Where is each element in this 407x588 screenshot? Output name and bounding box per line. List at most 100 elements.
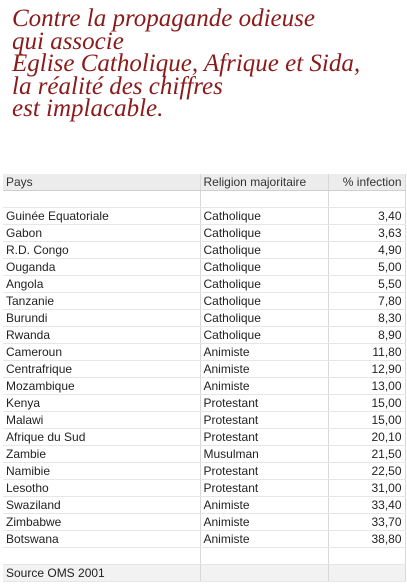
religion-cell: Catholique bbox=[200, 309, 329, 327]
table-row: Zimbabwe Animiste 33,70 bbox=[3, 513, 406, 531]
religion-cell: Musulman bbox=[200, 445, 329, 463]
column-header-infection: % infection bbox=[328, 174, 406, 191]
country-cell: Swaziland bbox=[3, 496, 201, 514]
religion-cell: Animiste bbox=[200, 377, 329, 395]
religion-cell: Catholique bbox=[200, 241, 329, 259]
empty-cell bbox=[328, 547, 406, 565]
religion-cell: Protestant bbox=[200, 394, 329, 412]
religion-cell: Protestant bbox=[200, 428, 329, 446]
empty-cell bbox=[200, 190, 329, 208]
country-cell: Namibie bbox=[3, 462, 201, 480]
table-row: R.D. Congo Catholique 4,90 bbox=[3, 241, 406, 259]
country-cell: Zambie bbox=[3, 445, 201, 463]
infection-rate-cell: 5,50 bbox=[328, 275, 406, 293]
table-row: Mozambique Animiste 13,00 bbox=[3, 377, 406, 395]
country-cell: Afrique du Sud bbox=[3, 428, 201, 446]
empty-cell bbox=[328, 190, 406, 208]
religion-cell: Catholique bbox=[200, 224, 329, 242]
country-cell: Angola bbox=[3, 275, 201, 293]
infection-rate-cell: 33,70 bbox=[328, 513, 406, 531]
table-row: Botswana Animiste 38,80 bbox=[3, 530, 406, 548]
religion-cell: Animiste bbox=[200, 360, 329, 378]
country-cell: Malawi bbox=[3, 411, 201, 429]
country-cell: R.D. Congo bbox=[3, 241, 201, 259]
table-row: Tanzanie Catholique 7,80 bbox=[3, 292, 406, 310]
column-header-religion: Religion majoritaire bbox=[200, 174, 329, 191]
column-header-pays: Pays bbox=[3, 174, 201, 191]
empty-cell bbox=[200, 564, 329, 582]
country-cell: Ouganda bbox=[3, 258, 201, 276]
headline-line: est implacable. bbox=[12, 95, 164, 122]
country-cell: Guinée Equatoriale bbox=[3, 207, 201, 225]
country-cell: Tanzanie bbox=[3, 292, 201, 310]
table-row: Gabon Catholique 3,63 bbox=[3, 224, 406, 242]
empty-cell bbox=[328, 564, 406, 582]
infection-rate-cell: 15,00 bbox=[328, 394, 406, 412]
headline-line: Contre la propagande odieuse bbox=[12, 5, 315, 32]
empty-cell bbox=[3, 547, 201, 565]
infection-rate-cell: 11,80 bbox=[328, 343, 406, 361]
infection-rate-cell: 8,30 bbox=[328, 309, 406, 327]
headline-line: Eglise Catholique, Afrique et Sida, bbox=[12, 50, 361, 77]
table-row: Guinée Equatoriale Catholique 3,40 bbox=[3, 207, 406, 225]
infection-rate-cell: 22,50 bbox=[328, 462, 406, 480]
infection-table: Pays Religion majoritaire % infection Gu… bbox=[3, 174, 406, 582]
religion-cell: Catholique bbox=[200, 207, 329, 225]
religion-cell: Catholique bbox=[200, 326, 329, 344]
infection-rate-cell: 3,63 bbox=[328, 224, 406, 242]
table-row: Angola Catholique 5,50 bbox=[3, 275, 406, 293]
empty-cell bbox=[200, 547, 329, 565]
table-row: Swaziland Animiste 33,40 bbox=[3, 496, 406, 514]
source-row: Source OMS 2001 bbox=[3, 564, 406, 582]
country-cell: Mozambique bbox=[3, 377, 201, 395]
empty-row bbox=[3, 547, 406, 565]
infection-rate-cell: 33,40 bbox=[328, 496, 406, 514]
table-row: Ouganda Catholique 5,00 bbox=[3, 258, 406, 276]
infection-rate-cell: 38,80 bbox=[328, 530, 406, 548]
infection-rate-cell: 4,90 bbox=[328, 241, 406, 259]
religion-cell: Animiste bbox=[200, 513, 329, 531]
infection-rate-cell: 15,00 bbox=[328, 411, 406, 429]
religion-cell: Catholique bbox=[200, 258, 329, 276]
religion-cell: Protestant bbox=[200, 411, 329, 429]
religion-cell: Protestant bbox=[200, 462, 329, 480]
country-cell: Zimbabwe bbox=[3, 513, 201, 531]
country-cell: Centrafrique bbox=[3, 360, 201, 378]
infection-rate-cell: 31,00 bbox=[328, 479, 406, 497]
table-row: Rwanda Catholique 8,90 bbox=[3, 326, 406, 344]
headline-line: qui associe bbox=[12, 27, 124, 55]
table-row: Cameroun Animiste 11,80 bbox=[3, 343, 406, 361]
table-header-row: Pays Religion majoritaire % infection bbox=[3, 174, 406, 191]
religion-cell: Catholique bbox=[200, 292, 329, 310]
table-body: Guinée Equatoriale Catholique 3,40 Gabon Cat… bbox=[3, 190, 406, 548]
empty-cell bbox=[3, 190, 201, 208]
country-cell: Rwanda bbox=[3, 326, 201, 344]
infection-rate-cell: 3,40 bbox=[328, 207, 406, 225]
table-row: Zambie Musulman 21,50 bbox=[3, 445, 406, 463]
country-cell: Gabon bbox=[3, 224, 201, 242]
religion-cell: Animiste bbox=[200, 343, 329, 361]
headline: Contre la propagande odieuse qui associe… bbox=[12, 5, 404, 122]
country-cell: Kenya bbox=[3, 394, 201, 412]
religion-cell: Animiste bbox=[200, 530, 329, 548]
religion-cell: Catholique bbox=[200, 275, 329, 293]
table-row: Afrique du Sud Protestant 20,10 bbox=[3, 428, 406, 446]
headline-line: la réalité des chiffres bbox=[12, 72, 223, 100]
country-cell: Lesotho bbox=[3, 479, 201, 497]
country-cell: Botswana bbox=[3, 530, 201, 548]
infection-rate-cell: 13,00 bbox=[328, 377, 406, 395]
source-note: Source OMS 2001 bbox=[3, 564, 201, 582]
country-cell: Burundi bbox=[3, 309, 201, 327]
table-row: Malawi Protestant 15,00 bbox=[3, 411, 406, 429]
table-row: Centrafrique Animiste 12,90 bbox=[3, 360, 406, 378]
infection-rate-cell: 8,90 bbox=[328, 326, 406, 344]
religion-cell: Protestant bbox=[200, 479, 329, 497]
infection-rate-cell: 20,10 bbox=[328, 428, 406, 446]
table-row: Lesotho Protestant 31,00 bbox=[3, 479, 406, 497]
infection-rate-cell: 12,90 bbox=[328, 360, 406, 378]
infection-rate-cell: 5,00 bbox=[328, 258, 406, 276]
table-row: Burundi Catholique 8,30 bbox=[3, 309, 406, 327]
religion-cell: Animiste bbox=[200, 496, 329, 514]
country-cell: Cameroun bbox=[3, 343, 201, 361]
infection-rate-cell: 7,80 bbox=[328, 292, 406, 310]
